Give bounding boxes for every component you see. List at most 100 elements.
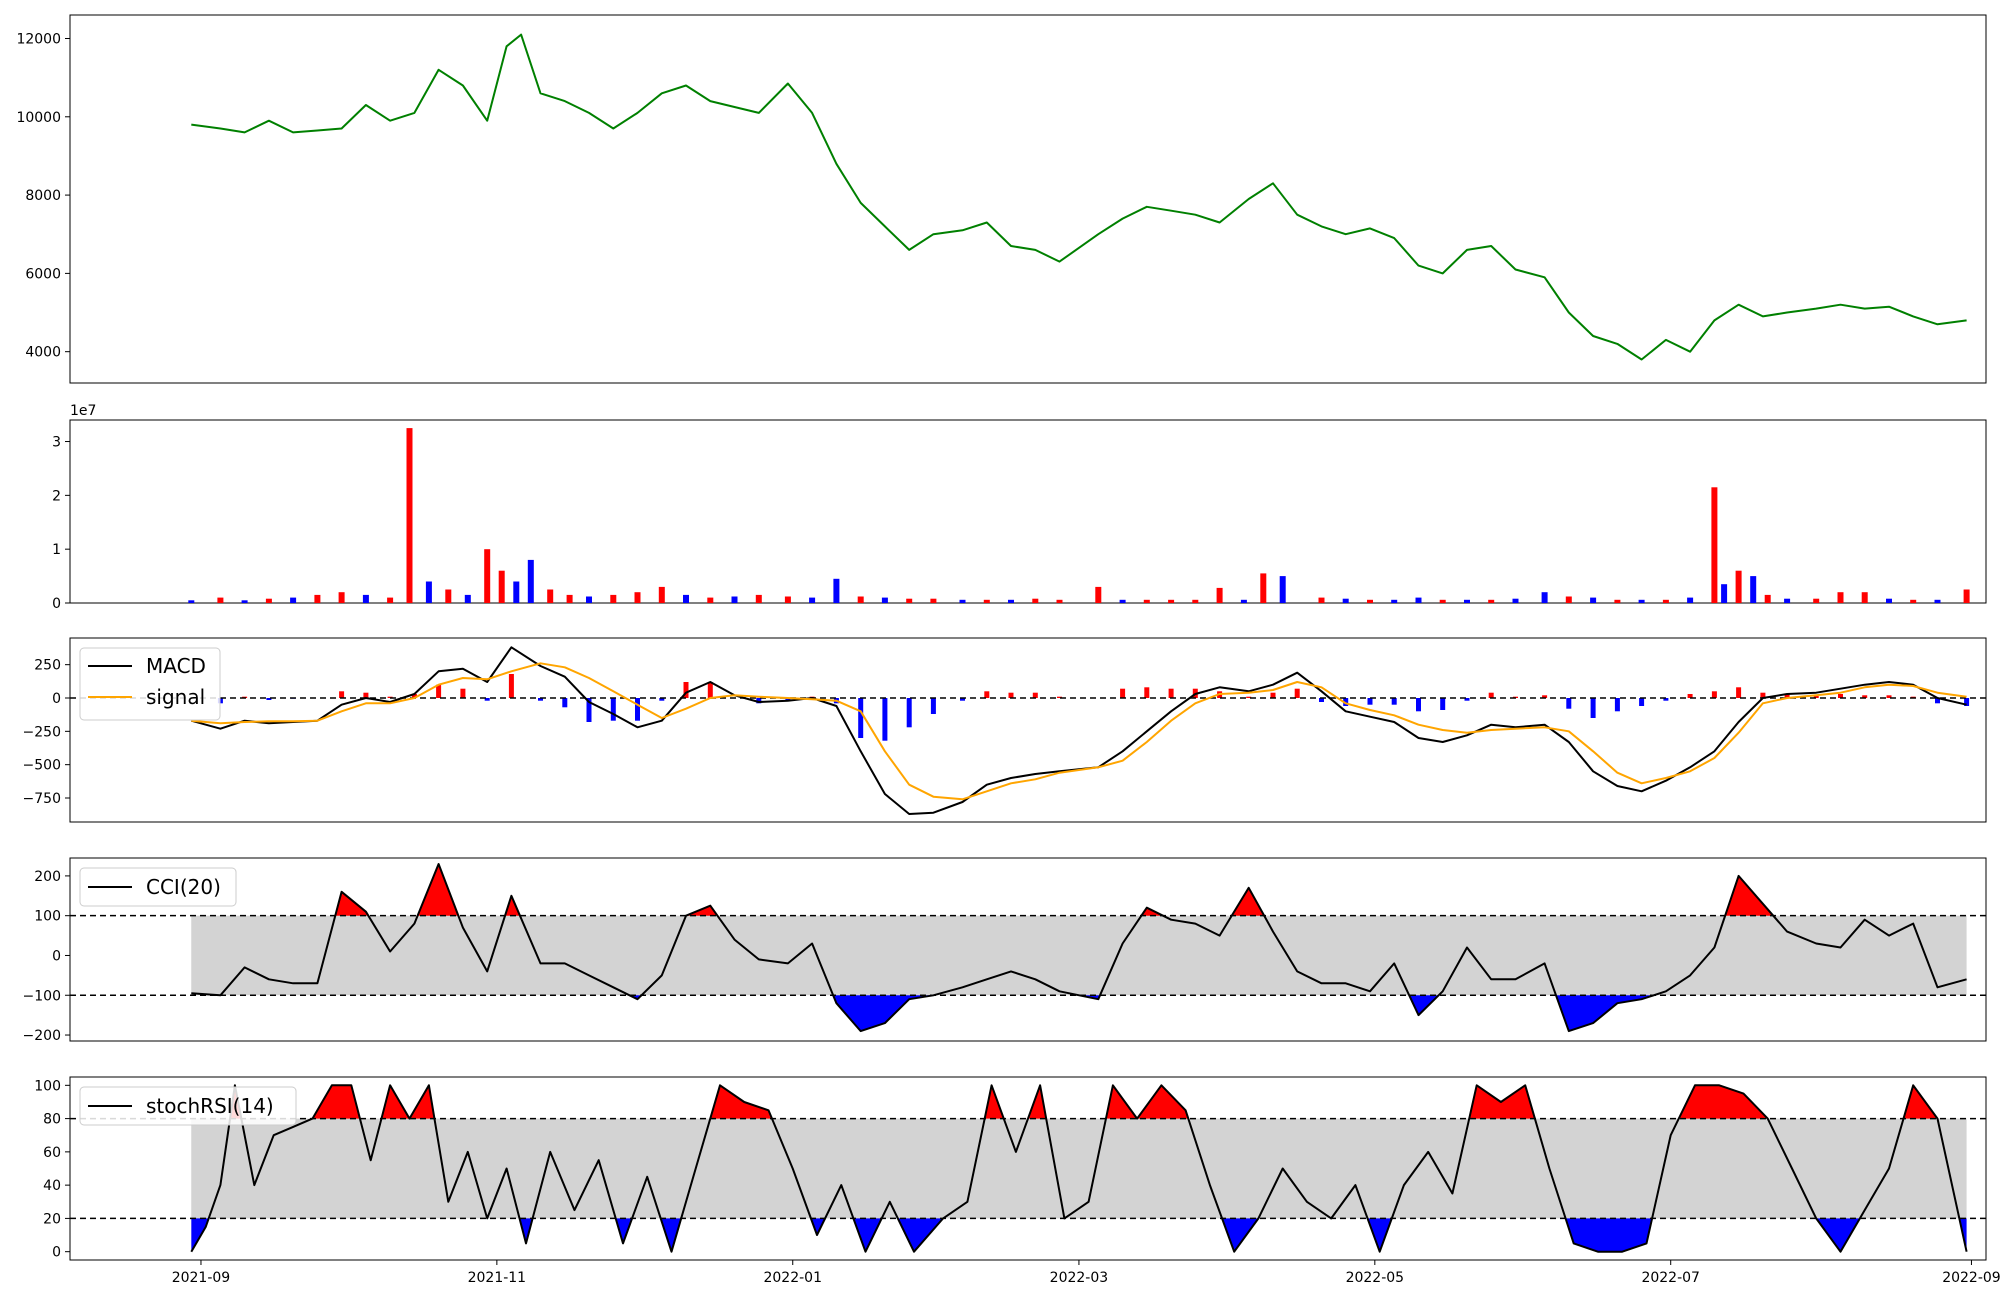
volume-bar (314, 594, 321, 603)
cci-ytick-label: 0 (52, 948, 61, 964)
macd-hist-bar (1488, 692, 1494, 698)
stochrsi-ytick-label: 20 (43, 1211, 61, 1227)
volume-bar (1391, 599, 1398, 603)
volume-bar (610, 594, 617, 603)
cci-ytick-label: 100 (34, 909, 61, 925)
volume-bar (1813, 598, 1820, 603)
volume-bar (1565, 596, 1572, 603)
volume-bar (1056, 599, 1063, 603)
macd-hist-bar (858, 698, 864, 738)
signal-legend-label: signal (146, 685, 205, 709)
macd-hist-bar (960, 698, 965, 701)
macd-ytick-label: −500 (23, 758, 61, 774)
cci-over-fill (335, 891, 369, 916)
stochrsi-over-fill (710, 1085, 772, 1119)
volume-bar (188, 600, 195, 603)
volume-ytick-label: 3 (52, 435, 61, 451)
volume-bar (290, 597, 297, 603)
stochrsi-under-fill (519, 1218, 533, 1244)
volume-bar (1119, 599, 1126, 603)
volume-bar (1367, 599, 1373, 603)
macd-hist-bar (484, 698, 490, 701)
macd-hist-bar (586, 698, 592, 722)
volume-bar (1260, 573, 1267, 603)
x-tick-label: 2022-03 (1050, 1270, 1109, 1286)
stochrsi-under-fill (1367, 1218, 1392, 1252)
macd-hist-bar (1813, 695, 1819, 698)
volume-bar (1711, 487, 1718, 603)
macd-hist-bar (756, 698, 762, 704)
volume-bar (1143, 599, 1150, 603)
x-tick-label: 2022-01 (763, 1270, 822, 1286)
volume-bar (1590, 597, 1597, 603)
macd-panel: −750 −500 −250 0 250 MACD signal (23, 637, 1987, 823)
price-ytick-label: 12000 (16, 31, 61, 47)
volume-bar (586, 596, 592, 603)
volume-bar (1488, 599, 1495, 603)
volume-bar (1764, 594, 1771, 603)
volume-bar (809, 597, 816, 603)
macd-hist-bar (1614, 698, 1620, 712)
macd-hist-bar (1008, 692, 1014, 698)
macd-hist-bar (882, 698, 888, 741)
macd-ytick-label: −750 (23, 791, 61, 807)
macd-hist-bar (610, 698, 616, 721)
macd-hist-bar (266, 698, 272, 700)
macd-hist-bar (635, 698, 640, 721)
cci-over-fill (505, 895, 520, 916)
macd-frame (69, 637, 1987, 823)
macd-hist-bar (1566, 698, 1572, 709)
volume-bar (1614, 599, 1621, 603)
volume-bar (1032, 598, 1039, 603)
cci-under-fill (833, 995, 934, 1032)
stochrsi-over-fill (1137, 1085, 1189, 1119)
x-tick-label: 2021-11 (468, 1270, 527, 1286)
price-ytick-label: 4000 (25, 345, 61, 361)
volume-bar (1318, 597, 1325, 603)
macd-hist-bar (1760, 692, 1766, 698)
volume-bar (959, 599, 966, 603)
macd-hist-bar (1711, 691, 1717, 698)
volume-bar (1934, 599, 1941, 603)
stochrsi-band (191, 1118, 1967, 1219)
volume-bar (1192, 599, 1199, 603)
volume-bar (1861, 592, 1868, 603)
volume-bar (1541, 592, 1548, 603)
macd-hist-bar (1391, 698, 1397, 705)
price-ytick-label: 10000 (16, 110, 61, 126)
stochrsi-under-fill (810, 1218, 826, 1235)
macd-hist-bar (1886, 695, 1892, 698)
volume-bar (1910, 599, 1917, 603)
volume-bar (406, 428, 413, 603)
macd-hist-bar (1542, 695, 1548, 698)
cci-legend-label: CCI(20) (146, 875, 221, 899)
volume-bar (881, 597, 888, 603)
volume-bar (513, 581, 520, 603)
price-panel: 4000 6000 8000 10000 12000 (16, 14, 1987, 384)
volume-bar (566, 594, 573, 603)
stochrsi-legend: stochRSI(14) (79, 1086, 297, 1126)
price-line (191, 33, 1967, 361)
volume-bar (683, 594, 689, 603)
volume-bar (1638, 599, 1645, 603)
macd-hist-bar (1294, 688, 1300, 698)
stochrsi-under-fill (1816, 1218, 1860, 1252)
macd-ytick-label: 250 (34, 658, 61, 674)
x-axis: 2021-09 2021-11 2022-01 2022-03 2022-05 2022-… (172, 1260, 2000, 1286)
macd-hist-bar (508, 674, 514, 698)
volume-multiplier: 1e7 (70, 403, 96, 419)
price-ytick-label: 6000 (25, 266, 61, 282)
stochrsi-ytick-label: 80 (43, 1112, 61, 1128)
cci-over-fill (1725, 875, 1774, 916)
macd-hist-bar (1838, 694, 1843, 698)
volume-bar (1342, 598, 1349, 603)
cci-band (191, 915, 1967, 996)
volume-bar (1963, 589, 1970, 603)
volume-bar (906, 598, 913, 603)
macd-hist-bar (1246, 696, 1252, 698)
cci-ytick-label: −100 (23, 988, 61, 1004)
macd-hist-bar (460, 688, 466, 698)
stochrsi-over-fill (984, 1085, 1004, 1119)
volume-bar (1837, 592, 1844, 603)
volume-bar (1735, 570, 1742, 603)
